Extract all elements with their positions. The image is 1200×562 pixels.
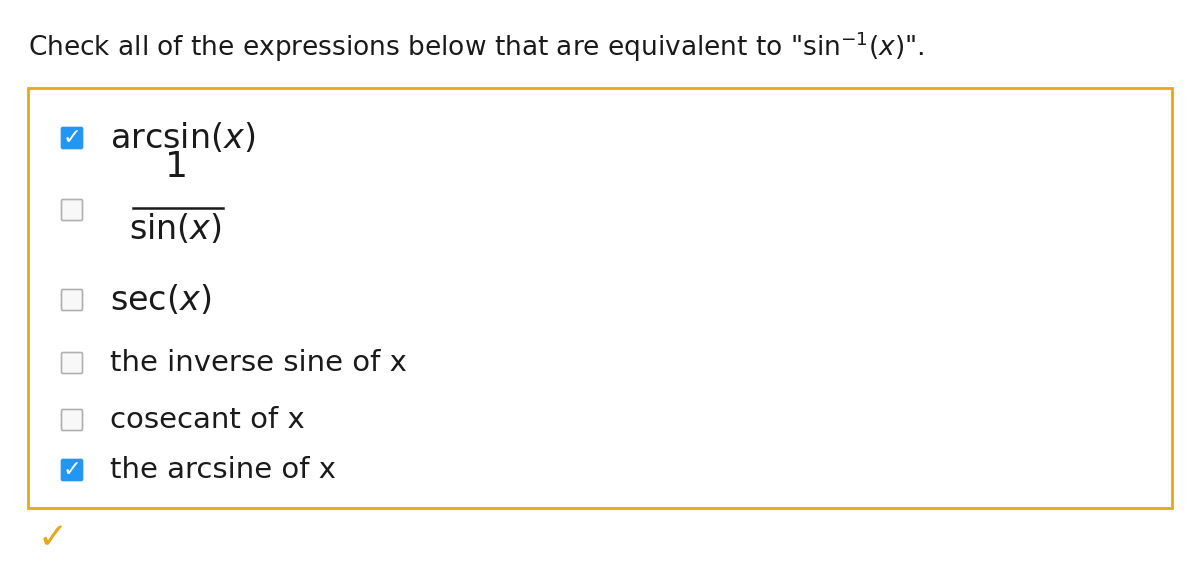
Text: cosecant of x: cosecant of x bbox=[110, 406, 305, 434]
Text: $1$: $1$ bbox=[164, 150, 186, 184]
Text: the inverse sine of x: the inverse sine of x bbox=[110, 349, 407, 377]
FancyBboxPatch shape bbox=[61, 128, 83, 148]
Text: ✓: ✓ bbox=[62, 460, 82, 480]
FancyBboxPatch shape bbox=[61, 460, 83, 481]
FancyBboxPatch shape bbox=[28, 88, 1172, 508]
FancyBboxPatch shape bbox=[61, 200, 83, 220]
FancyBboxPatch shape bbox=[61, 410, 83, 430]
Text: ✓: ✓ bbox=[38, 521, 68, 555]
Text: Check all of the expressions below that are equivalent to "$\mathrm{sin}^{-1}(x): Check all of the expressions below that … bbox=[28, 30, 924, 65]
FancyBboxPatch shape bbox=[61, 352, 83, 374]
Text: $\mathrm{arcsin}(\mathit{x})$: $\mathrm{arcsin}(\mathit{x})$ bbox=[110, 121, 256, 155]
Text: $\mathrm{sec}(\mathit{x})$: $\mathrm{sec}(\mathit{x})$ bbox=[110, 283, 211, 317]
Text: $\mathrm{sin}(\mathit{x})$: $\mathrm{sin}(\mathit{x})$ bbox=[128, 212, 221, 246]
Text: the arcsine of x: the arcsine of x bbox=[110, 456, 336, 484]
FancyBboxPatch shape bbox=[61, 289, 83, 310]
Text: ✓: ✓ bbox=[62, 128, 82, 148]
